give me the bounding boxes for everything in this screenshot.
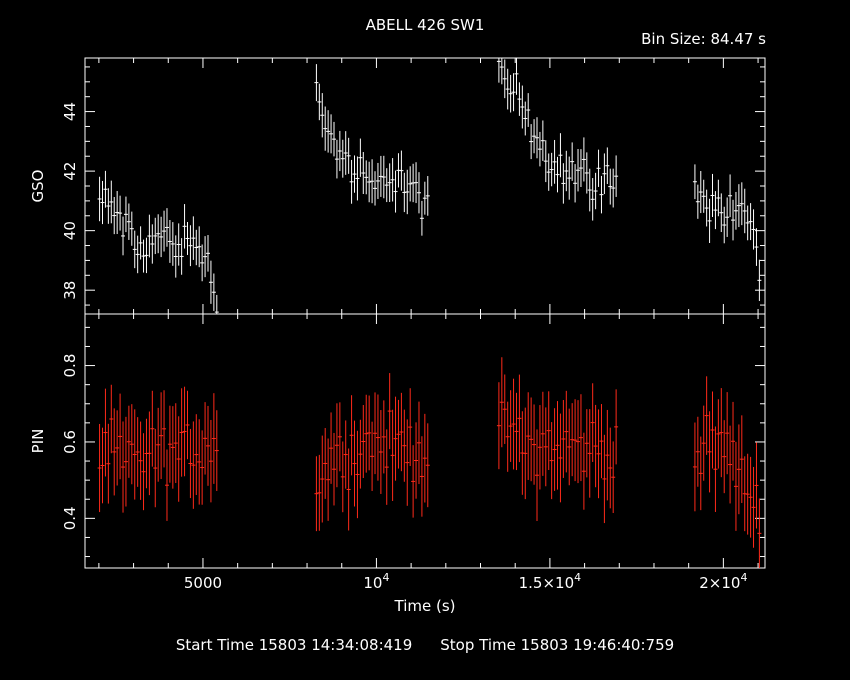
xtick-label: 104 (363, 571, 389, 592)
bottom-ytick-label: 0.8 (61, 354, 79, 378)
bottom-ylabel: PIN (29, 429, 47, 454)
top-ytick-label: 38 (61, 281, 79, 300)
xtick-label: 2×104 (699, 571, 747, 592)
xtick-label: 1.5×104 (519, 571, 582, 592)
bottom-ytick-label: 0.4 (61, 506, 79, 530)
stop-time: Stop Time 15803 19:46:40:759 (440, 636, 675, 654)
top-ytick-label: 44 (61, 102, 79, 121)
bin-size-label: Bin Size: 84.47 s (641, 30, 766, 48)
xtick-label: 5000 (184, 574, 222, 592)
chart-title: ABELL 426 SW1 (365, 16, 485, 34)
xlabel: Time (s) (394, 597, 456, 615)
start-time: Start Time 15803 14:34:08:419 (175, 636, 413, 654)
bottom-ytick-label: 0.6 (61, 430, 79, 454)
top-ytick-label: 42 (61, 162, 79, 181)
top-series (97, 58, 762, 314)
bottom-panel-frame (84, 313, 766, 569)
bottom-series (97, 357, 762, 568)
top-ylabel: GSO (29, 170, 47, 203)
top-ytick-label: 40 (61, 221, 79, 240)
time-range-footer: Start Time 15803 14:34:08:419 Stop Time 1… (0, 636, 850, 654)
